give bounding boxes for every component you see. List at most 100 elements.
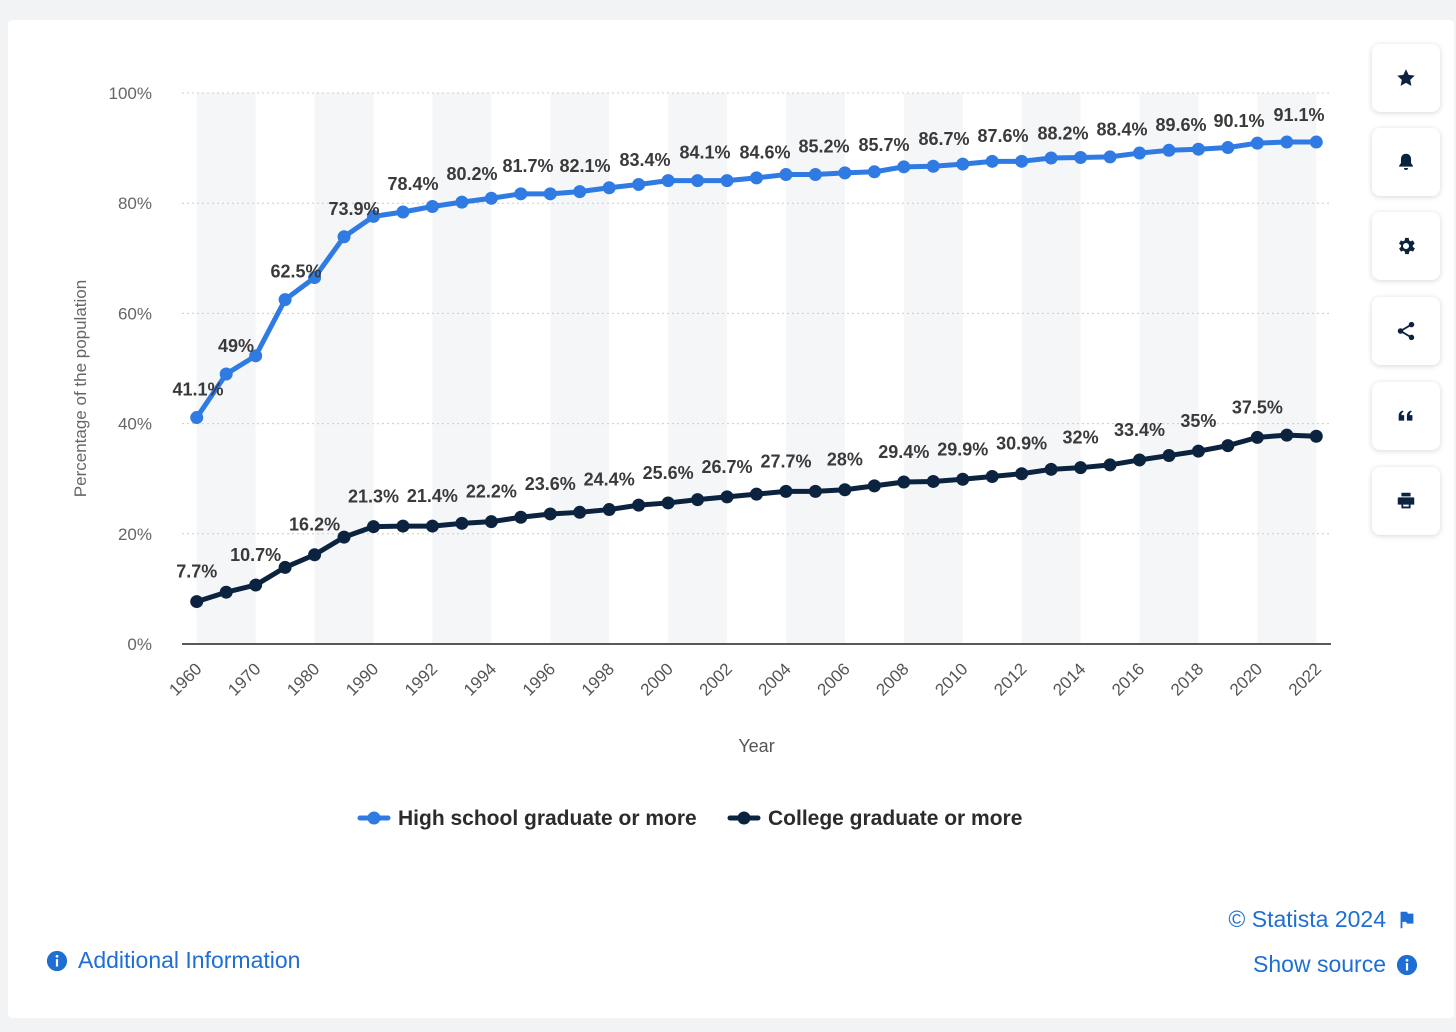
data-point — [956, 157, 970, 171]
data-label: 25.6% — [643, 463, 694, 483]
legend-label: College graduate or more — [768, 807, 1022, 830]
data-point — [249, 578, 263, 592]
x-tick-label: 2022 — [1285, 659, 1325, 699]
data-point — [1221, 141, 1235, 155]
data-label: 30.9% — [996, 434, 1047, 454]
data-point — [573, 185, 587, 199]
print-icon — [1397, 492, 1415, 509]
data-point — [1103, 458, 1117, 472]
data-label: 83.4% — [619, 150, 670, 170]
additional-information-link[interactable]: Additional Information — [46, 947, 300, 974]
data-point — [1044, 151, 1058, 165]
cite-button[interactable] — [1372, 382, 1440, 450]
data-label: 88.4% — [1096, 119, 1147, 139]
share-button[interactable] — [1372, 297, 1440, 365]
data-point — [278, 293, 292, 307]
settings-button[interactable] — [1372, 212, 1440, 280]
data-point — [1074, 150, 1088, 164]
data-point — [1309, 429, 1323, 443]
data-point — [1103, 150, 1117, 164]
data-point — [249, 349, 263, 363]
data-point — [1309, 135, 1323, 149]
flag-icon — [1400, 911, 1414, 928]
data-label: 24.4% — [584, 470, 635, 490]
data-label: 16.2% — [289, 515, 340, 535]
data-point — [808, 168, 822, 182]
data-point — [632, 177, 646, 191]
x-tick-label: 1990 — [342, 659, 382, 699]
column-band — [432, 93, 492, 644]
data-label: 84.1% — [679, 143, 730, 163]
data-point — [484, 191, 498, 205]
column-band — [785, 93, 845, 644]
x-tick-label: 2020 — [1226, 659, 1266, 699]
x-tick-label: 2016 — [1108, 659, 1148, 699]
data-point — [1221, 439, 1235, 453]
column-band — [1257, 93, 1317, 644]
chart-card: 0% 20% 40% 60% 80% 100% 1960 1970 1980 1990 1992 19… — [8, 20, 1454, 1018]
data-label: 32% — [1063, 428, 1099, 448]
data-point — [190, 595, 204, 609]
gear-icon — [1399, 237, 1415, 255]
data-point — [1074, 461, 1088, 475]
data-point — [985, 469, 999, 483]
data-point — [926, 474, 940, 488]
column-band — [1139, 93, 1199, 644]
data-point — [219, 367, 233, 381]
favorite-button[interactable] — [1372, 44, 1440, 112]
data-point — [867, 165, 881, 179]
x-tick-label: 1960 — [165, 659, 205, 699]
data-point — [308, 271, 322, 285]
x-tick-label: 1996 — [519, 659, 559, 699]
print-button[interactable] — [1372, 467, 1440, 535]
copyright-text: © Statista 2024 — [1228, 906, 1386, 932]
x-tick-label: 2006 — [814, 659, 854, 699]
data-point — [1162, 449, 1176, 463]
info-icon — [46, 950, 68, 971]
data-label: 10.7% — [230, 545, 281, 565]
y-tick-label: 20% — [118, 525, 152, 544]
data-point — [1133, 453, 1146, 467]
data-label: 86.7% — [918, 129, 969, 149]
data-point — [425, 200, 439, 214]
legend-label: High school graduate or more — [398, 807, 697, 830]
data-point — [396, 205, 410, 219]
x-tick-label: 1992 — [401, 659, 441, 699]
notification-button[interactable] — [1372, 128, 1440, 196]
legend-marker — [737, 811, 751, 825]
data-label: 87.6% — [977, 126, 1028, 146]
y-axis-title: Percentage of the population — [71, 280, 90, 497]
data-point — [691, 493, 705, 507]
data-point — [455, 516, 469, 530]
show-source-text: Show source — [1253, 951, 1386, 977]
data-label: 37.5% — [1232, 397, 1283, 417]
data-label: 90.1% — [1213, 111, 1264, 131]
data-label: 84.6% — [739, 143, 790, 163]
data-label: 29.4% — [878, 442, 929, 462]
show-source-link[interactable]: Show source — [1253, 951, 1418, 978]
data-point — [808, 484, 822, 498]
data-point — [602, 181, 616, 195]
data-point — [455, 195, 469, 209]
data-point — [1280, 428, 1294, 442]
line-chart: 0% 20% 40% 60% 80% 100% 1960 1970 1980 1990 1992 19… — [71, 84, 1331, 830]
data-point — [661, 496, 675, 510]
data-point — [897, 475, 911, 489]
statista-copyright-link[interactable]: © Statista 2024 — [1228, 906, 1418, 933]
data-point — [367, 520, 380, 534]
data-point — [779, 168, 793, 182]
data-point — [278, 560, 292, 574]
data-point — [396, 519, 410, 533]
data-label: 49% — [218, 336, 254, 356]
data-point — [543, 187, 557, 201]
info-icon — [1396, 954, 1418, 975]
data-point — [1015, 154, 1029, 168]
column-band — [314, 93, 374, 644]
x-tick-label: 1994 — [460, 659, 500, 699]
data-point — [985, 154, 999, 168]
data-point — [602, 503, 616, 517]
data-point — [956, 472, 970, 486]
data-point — [1133, 146, 1146, 160]
data-point — [926, 159, 940, 173]
data-point — [1191, 444, 1205, 458]
